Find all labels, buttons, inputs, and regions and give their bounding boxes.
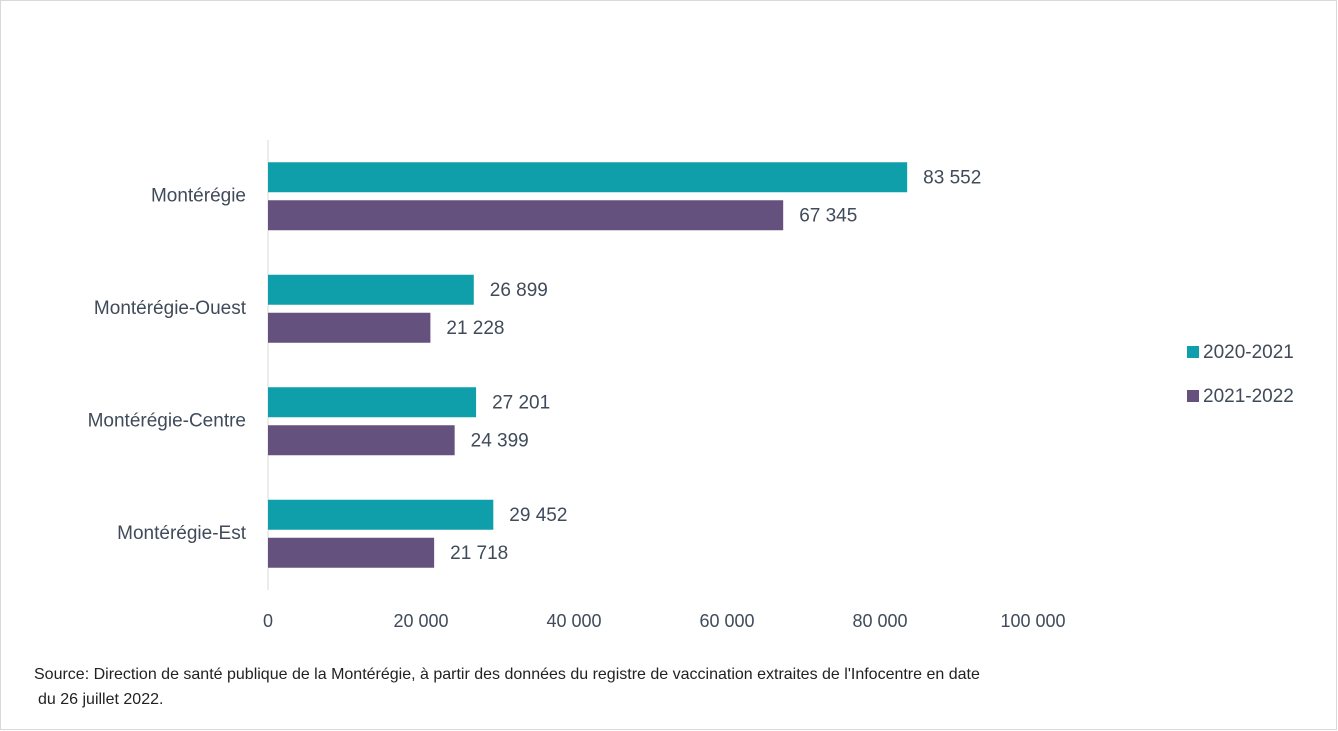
bar (268, 274, 474, 305)
x-tick-label: 20 000 (393, 611, 448, 631)
source-note: du 26 juillet 2022. (38, 691, 163, 708)
legend-swatch (1187, 346, 1199, 358)
bar (268, 312, 431, 343)
y-tick-label: Montérégie-Est (117, 523, 247, 544)
bar (268, 162, 908, 193)
x-tick-label: 80 000 (852, 611, 907, 631)
bar (268, 200, 784, 231)
bar (268, 425, 455, 456)
x-tick-label: 100 000 (1000, 611, 1065, 631)
x-tick-label: 40 000 (546, 611, 601, 631)
bar (268, 387, 477, 418)
data-label: 21 718 (450, 543, 508, 564)
bar (268, 537, 435, 568)
data-label: 21 228 (446, 318, 504, 339)
x-tick-label: 60 000 (699, 611, 754, 631)
legend-label: 2021-2022 (1203, 386, 1294, 407)
legend-label: 2020-2021 (1203, 342, 1294, 363)
y-tick-label: Montérégie-Ouest (94, 298, 247, 319)
source-note: Source: Direction de santé publique de l… (34, 666, 980, 683)
y-tick-label: Montérégie-Centre (88, 410, 246, 431)
data-label: 27 201 (492, 392, 550, 413)
x-tick-label: 0 (263, 611, 273, 631)
data-label: 29 452 (509, 505, 567, 526)
data-label: 26 899 (490, 280, 548, 301)
legend-swatch (1187, 390, 1199, 402)
data-label: 67 345 (799, 205, 857, 226)
data-label: 83 552 (923, 167, 981, 188)
data-label: 24 399 (471, 430, 529, 451)
bar (268, 499, 494, 530)
y-tick-label: Montérégie (151, 185, 246, 206)
